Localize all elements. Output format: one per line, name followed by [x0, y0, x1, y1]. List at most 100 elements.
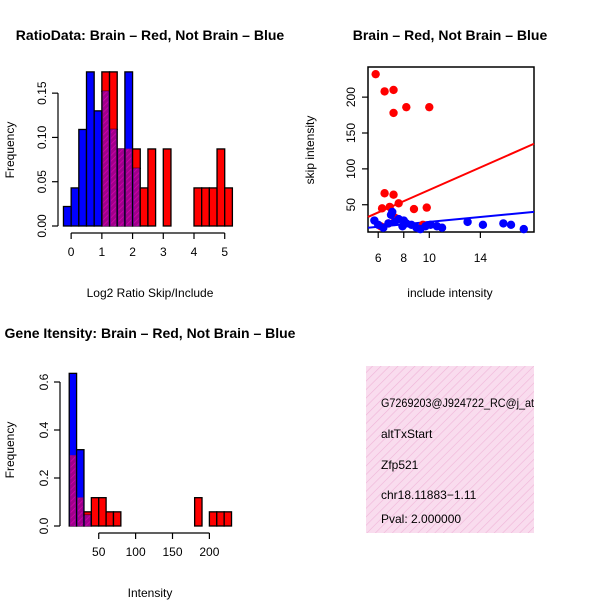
brain-bar — [224, 187, 234, 227]
x-tick-label: 100 — [126, 545, 146, 559]
ratio-histogram-panel: RatioData: Brain – Red, Not Brain – Blue… — [3, 27, 284, 300]
info-id-line: G7269203@J924722_RC@j_at — [381, 396, 535, 410]
y-tick-label: 100 — [344, 159, 358, 179]
brain-point — [389, 85, 398, 95]
ratio-histogram-ylabel: Frequency — [3, 122, 17, 179]
x-tick-label: 3 — [160, 245, 167, 259]
ratio-histogram-title: RatioData: Brain – Red, Not Brain – Blue — [16, 27, 285, 43]
info-panel-background — [366, 366, 534, 533]
gene-intensity-histogram-panel: Gene Itensity: Brain – Red, Not Brain – … — [3, 325, 296, 600]
brain-point — [402, 102, 411, 112]
info-location: chr18.11883−1.11 — [381, 488, 477, 502]
brain-point — [389, 108, 398, 118]
overlap-bar — [84, 514, 91, 527]
x-tick-label: 5 — [221, 245, 228, 259]
y-tick-label: 0.6 — [37, 373, 51, 390]
brain-point — [371, 69, 380, 79]
info-pval: Pval: 2.000000 — [381, 512, 461, 526]
gene-intensity-xlabel: Intensity — [128, 586, 173, 600]
overlap-bar — [110, 129, 117, 227]
info-event-type: altTxStart — [381, 427, 433, 441]
info-panel: G7269203@J924722_RC@j_at altTxStart Zfp5… — [366, 366, 535, 533]
y-tick-label: 50 — [344, 198, 358, 212]
brain-bar — [193, 497, 203, 527]
scatter-plot-frame — [367, 66, 535, 233]
brain-bar — [90, 497, 100, 527]
not-brain-point — [388, 207, 397, 217]
scatter-x-axis: 6 8 10 14 — [375, 232, 487, 265]
not-brain-point — [499, 219, 508, 228]
brain-point — [394, 199, 403, 208]
brain-bar — [147, 148, 157, 227]
brain-bar — [223, 511, 233, 527]
x-tick-label: 8 — [400, 251, 407, 265]
brain-bar — [105, 511, 115, 527]
x-tick-label: 2 — [129, 245, 136, 259]
brain-point — [425, 102, 434, 112]
y-tick-label: 150 — [344, 123, 358, 143]
brain-bar — [162, 148, 172, 227]
y-tick-label: 0.2 — [37, 469, 51, 486]
brain-bar — [201, 187, 211, 227]
y-tick-label: 0.0 — [37, 517, 51, 534]
y-tick-label: 0.4 — [37, 421, 51, 438]
gene-intensity-y-axis: 0.0 0.2 0.4 0.6 — [37, 373, 61, 534]
y-tick-label: 0.00 — [35, 214, 49, 238]
not-brain-bar — [78, 128, 88, 227]
brain-bar — [208, 187, 218, 227]
not-brain-point — [506, 220, 516, 230]
brain-bar — [139, 187, 149, 227]
brain-bar — [98, 497, 107, 527]
skip-include-scatter-panel: Brain – Red, Not Brain – Blue 6 8 10 14 50 1… — [303, 27, 547, 300]
y-tick-label: 200 — [344, 87, 358, 107]
not-brain-point — [463, 217, 472, 227]
brain-bar — [112, 511, 122, 527]
brain-point — [389, 190, 398, 199]
x-tick-label: 10 — [423, 251, 437, 265]
scatter-points — [370, 69, 528, 234]
overlap-bar — [77, 497, 84, 527]
x-tick-label: 6 — [375, 251, 382, 265]
not-brain-point — [519, 224, 528, 234]
brain-point — [377, 204, 387, 213]
scatter-title: Brain – Red, Not Brain – Blue — [353, 27, 548, 43]
brain-bar — [83, 511, 92, 516]
brain-point — [409, 204, 419, 214]
x-tick-label: 14 — [474, 251, 488, 265]
brain-bar — [108, 71, 118, 131]
not-brain-point — [399, 216, 408, 225]
scatter-y-axis: 50 100 150 200 — [344, 87, 368, 212]
brain-bar — [193, 187, 203, 227]
overlap-bar — [117, 148, 125, 227]
brain-bar — [216, 511, 225, 527]
y-tick-label: 0.15 — [35, 81, 49, 105]
not-brain-bar — [93, 110, 103, 227]
y-tick-label: 0.05 — [35, 170, 49, 194]
brain-point — [380, 87, 389, 96]
brain-point — [422, 203, 431, 212]
brain-bar — [131, 148, 141, 170]
overlap-bar — [133, 168, 140, 227]
gene-intensity-ylabel: Frequency — [3, 422, 17, 479]
not-brain-bar — [70, 187, 80, 227]
ratio-histogram-y-axis: 0.00 0.05 0.10 0.15 — [35, 81, 59, 238]
brain-bar — [101, 71, 111, 93]
y-tick-label: 0.10 — [35, 125, 49, 149]
not-brain-bar — [85, 71, 95, 227]
x-tick-label: 50 — [92, 545, 106, 559]
gene-intensity-x-axis: 50 100 150 200 — [92, 532, 220, 559]
overlap-bar — [125, 148, 132, 227]
brain-point — [380, 189, 389, 198]
scatter-xlabel: include intensity — [407, 286, 492, 300]
not-brain-point — [478, 220, 488, 230]
overlap-bar — [69, 455, 76, 527]
x-tick-label: 1 — [99, 245, 106, 259]
overlap-bar — [102, 91, 109, 227]
x-tick-label: 150 — [162, 545, 182, 559]
x-tick-label: 200 — [199, 545, 219, 559]
ratio-histogram-x-axis: 0 1 2 3 4 5 — [68, 232, 228, 259]
not-brain-point — [384, 219, 393, 228]
scatter-ylabel: skip intensity — [303, 116, 317, 185]
ratio-histogram-bars — [62, 71, 234, 227]
